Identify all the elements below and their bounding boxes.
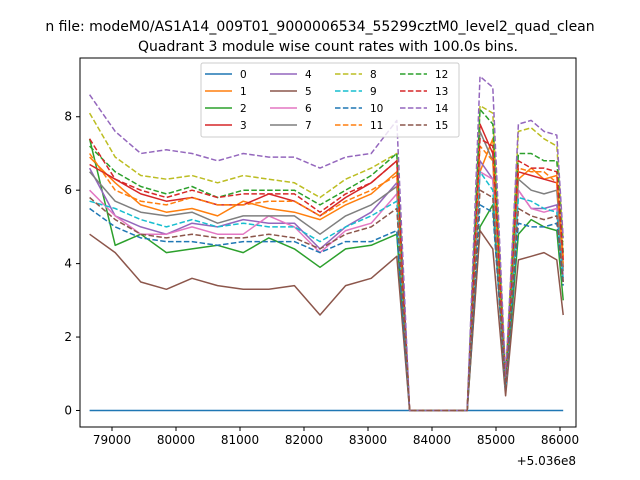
series-line-11 (88, 145, 564, 412)
legend-frame (200, 62, 460, 138)
axes-frame (79, 57, 577, 428)
legend-label-15: 15 (435, 120, 448, 132)
series-line-10 (89, 204, 564, 412)
legend-label-13: 13 (435, 86, 448, 98)
legend-label-1: 1 (240, 86, 247, 98)
x-tick-label: 86000 (541, 433, 579, 447)
series-layer (88, 75, 564, 412)
x-tick-label: 81000 (221, 433, 259, 447)
x-tick-label: 83000 (349, 433, 387, 447)
figure-suptitle: n file: modeM0/AS1A14_009T01_9000006534_… (45, 19, 594, 35)
y-tick-label: 4 (64, 257, 72, 271)
legend-label-8: 8 (370, 69, 377, 81)
legend-label-4: 4 (305, 69, 312, 81)
legend-label-9: 9 (370, 86, 377, 98)
x-tick-label: 84000 (413, 433, 451, 447)
series-line-15 (89, 189, 564, 412)
series-line-8 (88, 104, 564, 412)
series-line-13 (88, 138, 564, 412)
legend-label-12: 12 (435, 69, 448, 81)
legend-label-10: 10 (370, 103, 383, 115)
y-tick-label: 2 (64, 330, 72, 344)
y-tick-label: 8 (64, 110, 72, 124)
chart-title: Quadrant 3 module wise count rates with … (138, 39, 518, 55)
x-tick-label: 80000 (157, 433, 195, 447)
series-line-5 (89, 229, 564, 412)
legend-label-11: 11 (370, 120, 383, 132)
legend-label-6: 6 (305, 103, 312, 115)
legend-label-5: 5 (305, 86, 312, 98)
legend-label-2: 2 (240, 103, 247, 115)
legend-label-3: 3 (240, 120, 247, 132)
series-line-7 (89, 130, 564, 412)
x-tick-label: 82000 (285, 433, 323, 447)
x-axis-offset-label: +5.036e8 (517, 454, 576, 468)
legend-label-14: 14 (435, 103, 449, 115)
series-line-12 (89, 108, 564, 412)
series-line-3 (89, 123, 564, 412)
legend-label-0: 0 (240, 69, 247, 81)
x-tick-label: 85000 (477, 433, 515, 447)
y-tick-label: 6 (64, 183, 72, 197)
x-tick-label: 79000 (93, 433, 131, 447)
x-axis: 79000 80000 81000 82000 83000 84000 85000 86000 (93, 427, 579, 447)
series-line-9 (89, 171, 564, 412)
plot-area: 79000 80000 81000 82000 83000 84000 85000 86000… (64, 57, 579, 468)
legend-label-7: 7 (305, 120, 312, 132)
y-tick-label: 0 (64, 403, 72, 417)
y-axis: 0 2 4 6 8 (64, 110, 80, 417)
